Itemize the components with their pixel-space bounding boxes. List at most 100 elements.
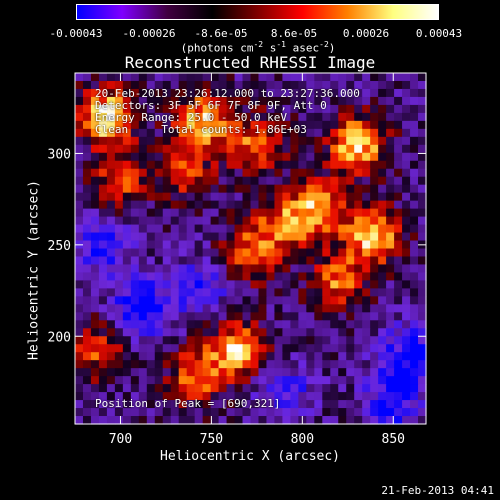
heatmap-cell bbox=[90, 112, 100, 122]
heatmap-cell bbox=[98, 200, 108, 210]
heatmap-cell bbox=[362, 240, 371, 250]
heatmap-cell bbox=[266, 296, 276, 305]
heatmap-cell bbox=[202, 248, 212, 258]
heatmap-cell bbox=[378, 88, 387, 98]
heatmap-cell bbox=[378, 128, 387, 138]
heatmap-cell bbox=[338, 88, 347, 98]
heatmap-cell bbox=[250, 304, 260, 313]
heatmap-cell bbox=[330, 80, 339, 90]
heatmap-cell bbox=[282, 88, 291, 98]
heatmap-cell bbox=[130, 392, 140, 401]
heatmap-cell bbox=[146, 120, 156, 130]
heatmap-cell bbox=[75, 224, 84, 234]
heatmap-cell bbox=[98, 272, 108, 282]
heatmap-cell bbox=[306, 400, 315, 409]
heatmap-cell bbox=[146, 360, 156, 369]
heatmap-cell bbox=[298, 328, 307, 337]
heatmap-cell bbox=[178, 328, 188, 337]
heatmap-cell bbox=[346, 160, 355, 170]
heatmap-cell bbox=[266, 248, 276, 258]
heatmap-cell bbox=[242, 264, 252, 274]
heatmap-cell bbox=[330, 200, 339, 210]
heatmap-cell bbox=[242, 160, 252, 170]
heatmap-cell bbox=[162, 152, 172, 162]
heatmap-cell bbox=[322, 256, 331, 266]
heatmap-cell bbox=[154, 376, 164, 385]
heatmap-cell bbox=[338, 168, 347, 178]
heatmap-cell bbox=[386, 280, 395, 289]
heatmap-cell bbox=[338, 416, 347, 425]
heatmap-cell bbox=[394, 184, 403, 194]
heatmap-cell bbox=[386, 400, 395, 409]
heatmap-cell bbox=[138, 320, 148, 329]
detectors-annotation: Detectors: 3F 5F 6F 7F 8F 9F, Att 0 bbox=[95, 99, 327, 112]
heatmap-cell bbox=[202, 88, 212, 98]
heatmap-cell bbox=[194, 96, 204, 106]
heatmap-cell bbox=[362, 288, 371, 297]
heatmap-cell bbox=[290, 416, 299, 425]
heatmap-cell bbox=[298, 376, 307, 385]
heatmap-cell bbox=[178, 336, 188, 345]
heatmap-cell bbox=[82, 136, 92, 146]
heatmap-cell bbox=[130, 408, 140, 417]
heatmap-cell bbox=[378, 376, 387, 385]
heatmap-cell bbox=[330, 336, 339, 345]
heatmap-cell bbox=[170, 376, 180, 385]
heatmap-cell bbox=[362, 136, 371, 146]
heatmap-cell bbox=[290, 184, 299, 194]
heatmap-cell bbox=[130, 96, 140, 106]
heatmap-cell bbox=[386, 128, 395, 138]
heatmap-cell bbox=[282, 352, 291, 361]
heatmap-cell bbox=[266, 400, 276, 409]
heatmap-cell bbox=[210, 312, 220, 321]
heatmap-cell bbox=[146, 376, 156, 385]
heatmap-cell bbox=[178, 384, 188, 393]
heatmap-cell bbox=[402, 144, 411, 154]
heatmap-cell bbox=[322, 400, 331, 409]
heatmap-cell bbox=[306, 152, 315, 162]
heatmap-cell bbox=[98, 368, 108, 377]
heatmap-cell bbox=[226, 184, 236, 194]
heatmap-cell bbox=[290, 144, 299, 154]
heatmap-cell bbox=[82, 208, 92, 218]
heatmap-cell bbox=[258, 288, 268, 297]
heatmap-cell bbox=[178, 360, 188, 369]
heatmap-cell bbox=[98, 392, 108, 401]
heatmap-cell bbox=[290, 264, 299, 274]
heatmap-cell bbox=[258, 104, 268, 114]
heatmap-cell bbox=[394, 336, 403, 345]
heatmap-cell bbox=[122, 128, 132, 138]
heatmap-cell bbox=[250, 408, 260, 417]
heatmap-cell bbox=[218, 376, 228, 385]
heatmap-cell bbox=[178, 256, 188, 266]
heatmap-cell bbox=[90, 384, 100, 393]
heatmap-cell bbox=[394, 208, 403, 218]
heatmap-cell bbox=[90, 73, 100, 82]
heatmap-cell bbox=[114, 192, 124, 202]
heatmap-cell bbox=[194, 280, 204, 289]
heatmap-cell bbox=[386, 144, 395, 154]
heatmap-cell bbox=[306, 200, 315, 210]
heatmap-cell bbox=[330, 112, 339, 122]
heatmap-cell bbox=[162, 192, 172, 202]
heatmap-cell bbox=[146, 136, 156, 146]
heatmap-cell bbox=[162, 240, 172, 250]
heatmap-cell bbox=[250, 144, 260, 154]
heatmap-cell bbox=[210, 416, 220, 425]
heatmap-cell bbox=[226, 352, 236, 361]
heatmap-cell bbox=[194, 328, 204, 337]
heatmap-cell bbox=[202, 184, 212, 194]
heatmap-cell bbox=[130, 384, 140, 393]
heatmap-cell bbox=[106, 272, 116, 282]
heatmap-cell bbox=[170, 216, 180, 226]
heatmap-cell bbox=[354, 96, 363, 106]
heatmap-cell bbox=[162, 168, 172, 178]
heatmap-cell bbox=[394, 264, 403, 274]
heatmap-cell bbox=[162, 112, 172, 122]
heatmap-cell bbox=[322, 96, 331, 106]
heatmap-cell bbox=[178, 160, 188, 170]
heatmap-cell bbox=[130, 80, 140, 90]
heatmap-cell bbox=[378, 392, 387, 401]
heatmap-cell bbox=[186, 88, 196, 98]
heatmap-cell bbox=[314, 224, 323, 234]
